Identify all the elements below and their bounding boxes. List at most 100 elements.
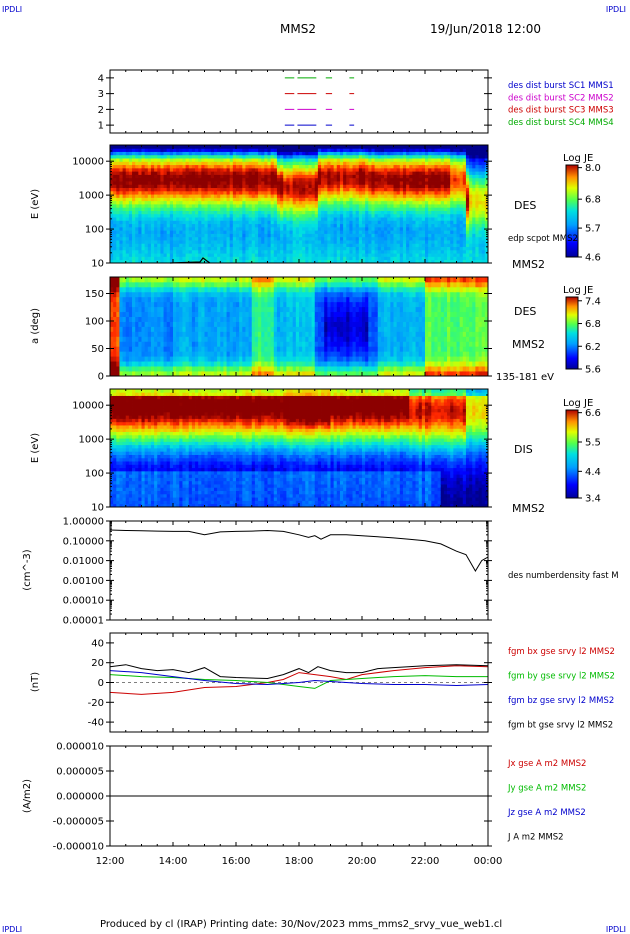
pitch-colorbar-tick-6.8: 6.8 <box>585 319 601 330</box>
bfield-line-bx <box>109 665 489 695</box>
dis-energy-spectrogram <box>110 389 489 508</box>
bfield-ytick--20: -20 <box>88 698 104 709</box>
density-ylabel: (cm^-3) <box>22 549 33 590</box>
pitch-colorbar-tick-7.4: 7.4 <box>585 296 601 307</box>
bfield-ylabel: (nT) <box>30 672 41 692</box>
bfield-legend-2: fgm by gse srvy l2 MMS2 <box>508 672 615 682</box>
pitch-ytick-150: 150 <box>85 289 104 300</box>
burst-ytick-3: 3 <box>98 89 104 100</box>
burst-legend-3: des dist burst SC3 MMS3 <box>508 106 614 116</box>
dis-energy-colorbar-tick-5.5: 5.5 <box>585 438 601 449</box>
des-energy-ytick-100: 100 <box>85 225 104 236</box>
datetime-title: 19/Jun/2018 12:00 <box>430 22 542 36</box>
corner-mark-bottom-left: IPDLI <box>2 925 23 934</box>
dis-energy-ytick-10000: 10000 <box>72 401 104 412</box>
pitch-ylabel: a (deg) <box>30 308 41 344</box>
current-legend-4: J A m2 MMS2 <box>507 833 564 843</box>
density-ytick-0.00100: 0.00100 <box>63 576 104 587</box>
pitch-species-label: DES <box>514 305 536 318</box>
pitch-colorbar-tick-5.6: 5.6 <box>585 365 601 376</box>
xaxis-tick-0: 12:00 <box>96 856 125 867</box>
current-ytick-0.000005: 0.000005 <box>56 767 104 778</box>
burst-ytick-4: 4 <box>98 73 104 84</box>
dis-energy-ytick-1000: 1000 <box>79 435 104 446</box>
burst-legend-1: des dist burst SC1 MMS1 <box>508 81 614 91</box>
xaxis-tick-4: 20:00 <box>348 856 377 867</box>
density-ytick-0.00001: 0.00001 <box>63 616 104 627</box>
pitch-ytick-100: 100 <box>85 317 104 328</box>
des-energy-species-label: DES <box>514 199 536 212</box>
des-energy-colorbar-tick-8.0: 8.0 <box>585 163 601 174</box>
dis-energy-colorbar <box>565 409 579 499</box>
pitch-colorbar-title: Log JE <box>563 285 593 296</box>
current-ytick-0.000000: 0.000000 <box>56 792 104 803</box>
bfield-legend-3: fgm bz gse srvy l2 MMS2 <box>508 696 614 706</box>
des-energy-colorbar-tick-6.8: 6.8 <box>585 195 601 206</box>
dis-energy-colorbar-title: Log JE <box>563 398 593 409</box>
bfield-legend-4: fgm bt gse srvy l2 MMS2 <box>508 721 613 731</box>
current-ytick--0.000005: -0.000005 <box>53 817 104 828</box>
burst-ytick-2: 2 <box>98 105 104 116</box>
dis-energy-colorbar-tick-4.4: 4.4 <box>585 467 601 478</box>
bfield-ytick-40: 40 <box>91 638 104 649</box>
dis-energy-ylabel: E (eV) <box>30 433 41 463</box>
xaxis-tick-3: 18:00 <box>285 856 314 867</box>
density-legend: des numberdensity fast M <box>508 571 619 581</box>
pitch-ytick-50: 50 <box>91 344 104 355</box>
pitch-ytick-0: 0 <box>98 372 104 383</box>
bfield-ytick-0: 0 <box>98 678 104 689</box>
des-energy-colorbar <box>565 164 579 258</box>
dis-energy-sc-label: MMS2 <box>512 502 545 515</box>
xaxis-tick-1: 14:00 <box>159 856 188 867</box>
density-ytick-1.00000: 1.00000 <box>63 517 104 528</box>
density-ytick-0.10000: 0.10000 <box>63 536 104 547</box>
burst-ytick-1: 1 <box>98 121 104 132</box>
des-energy-ytick-10000: 10000 <box>72 157 104 168</box>
burst-legend-4: des dist burst SC4 MMS4 <box>508 118 614 128</box>
dis-energy-species-label: DIS <box>514 443 533 456</box>
des-energy-spectrogram <box>110 145 489 264</box>
panel-frame-5 <box>109 520 489 621</box>
des-energy-ytick-10: 10 <box>91 259 104 270</box>
scpot-annotation: edp scpot MMS2 <box>508 234 578 244</box>
current-legend-2: Jy gse A m2 MMS2 <box>507 784 586 794</box>
scpot-trace <box>169 257 211 264</box>
bfield-line-bz <box>109 670 489 687</box>
density-ytick-0.01000: 0.01000 <box>63 556 104 567</box>
xaxis-tick-6: 00:00 <box>474 856 503 867</box>
bfield-ytick-20: 20 <box>91 658 104 669</box>
spacecraft-title: MMS2 <box>280 22 316 36</box>
pitch-sc-label: MMS2 <box>512 338 545 351</box>
density-line <box>109 529 489 572</box>
pitch-colorbar <box>565 296 579 370</box>
des-energy-ylabel: E (eV) <box>30 189 41 219</box>
burst-legend-2: des dist burst SC2 MMS2 <box>508 93 614 103</box>
xaxis-tick-5: 22:00 <box>411 856 440 867</box>
corner-mark-top-right: IPDLI <box>605 5 626 14</box>
dis-energy-colorbar-tick-6.6: 6.6 <box>585 408 601 419</box>
current-legend-3: Jz gse A m2 MMS2 <box>507 808 586 818</box>
bfield-line-bt <box>109 664 489 680</box>
corner-mark-top-left: IPDLI <box>2 5 23 14</box>
des-energy-colorbar-tick-4.6: 4.6 <box>585 253 601 264</box>
footer-text: Produced by cl (IRAP) Printing date: 30/… <box>100 919 503 930</box>
bfield-legend-1: fgm bx gse srvy l2 MMS2 <box>508 647 615 657</box>
des-pitch-spectrogram <box>110 277 489 377</box>
des-energy-colorbar-tick-5.7: 5.7 <box>585 224 601 235</box>
corner-mark-bottom-right: IPDLI <box>605 925 626 934</box>
des-energy-sc-label: MMS2 <box>512 258 545 271</box>
current-ytick-0.000010: 0.000010 <box>56 742 104 753</box>
density-ytick-0.00010: 0.00010 <box>63 596 104 607</box>
des-energy-colorbar-title: Log JE <box>563 153 593 164</box>
current-ylabel: (A/m2) <box>22 779 33 813</box>
panel-frame-1 <box>109 69 489 134</box>
dis-energy-ytick-10: 10 <box>91 503 104 514</box>
bfield-line-by <box>109 674 488 689</box>
pitch-colorbar-tick-6.2: 6.2 <box>585 342 601 353</box>
des-energy-ytick-1000: 1000 <box>79 191 104 202</box>
current-legend-1: Jx gse A m2 MMS2 <box>507 759 586 769</box>
current-ytick--0.000010: -0.000010 <box>53 842 104 853</box>
dis-energy-colorbar-tick-3.4: 3.4 <box>585 494 601 505</box>
bfield-ytick--40: -40 <box>88 718 104 729</box>
